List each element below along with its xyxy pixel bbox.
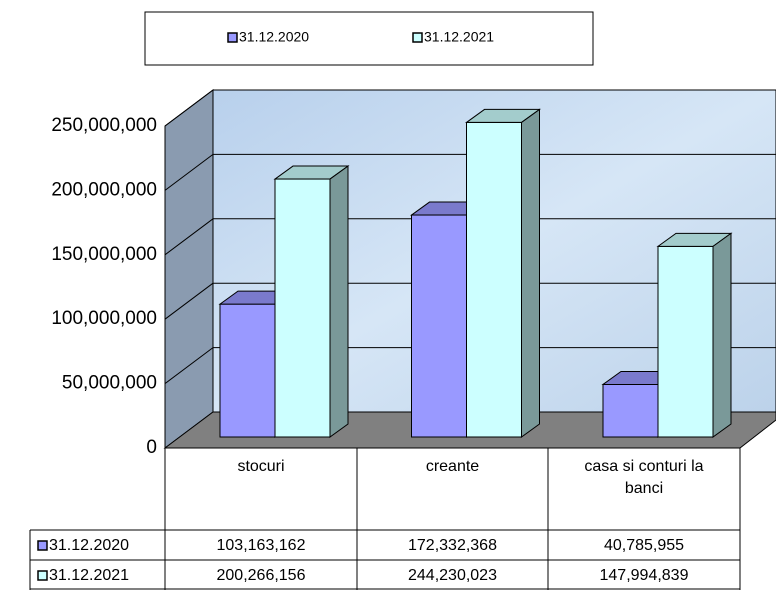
y-tick-label: 0	[146, 437, 157, 458]
grid-line-side	[164, 89, 214, 127]
grid-line-side	[164, 218, 214, 256]
y-tick-label: 150,000,000	[51, 244, 157, 265]
table-value: 244,230,023	[408, 567, 497, 584]
table-series-label: 31.12.2020	[49, 537, 129, 554]
bar-front	[602, 383, 659, 438]
table-series-label: 31.12.2021	[49, 567, 129, 584]
y-tick-label: 250,000,000	[51, 115, 157, 136]
legend-swatch	[412, 32, 423, 43]
table-swatch	[37, 540, 48, 551]
category-label: stocuri	[237, 458, 285, 475]
table-lines	[29, 448, 741, 590]
bar-side	[712, 232, 732, 438]
table-value: 172,332,368	[408, 537, 497, 554]
bar-front	[274, 178, 331, 438]
grid-line-side	[164, 153, 214, 191]
legend-box	[144, 11, 594, 66]
y-tick-label: 100,000,000	[51, 308, 157, 329]
grid-line-side	[164, 347, 214, 385]
legend-label: 31.12.2021	[424, 29, 494, 45]
left-wall	[164, 89, 214, 449]
category-label: casa si conturi la banci	[584, 458, 704, 497]
bar-front	[466, 121, 522, 438]
y-tick-label: 200,000,000	[51, 179, 157, 200]
table-value: 40,785,955	[604, 537, 684, 554]
legend-label: 31.12.2020	[239, 29, 309, 45]
grid-line-side	[164, 282, 214, 320]
bar-front	[219, 303, 276, 438]
bar-front	[411, 214, 467, 438]
table-value: 200,266,156	[217, 567, 306, 584]
bar-front	[657, 245, 714, 438]
legend-swatch	[227, 32, 238, 43]
bar-side	[329, 165, 349, 438]
table-value: 103,163,162	[217, 537, 306, 554]
table-swatch	[37, 570, 48, 581]
y-tick-label: 50,000,000	[62, 373, 157, 394]
category-label: creante	[425, 458, 480, 475]
table-value: 147,994,839	[600, 567, 689, 584]
bar-side	[521, 108, 540, 438]
